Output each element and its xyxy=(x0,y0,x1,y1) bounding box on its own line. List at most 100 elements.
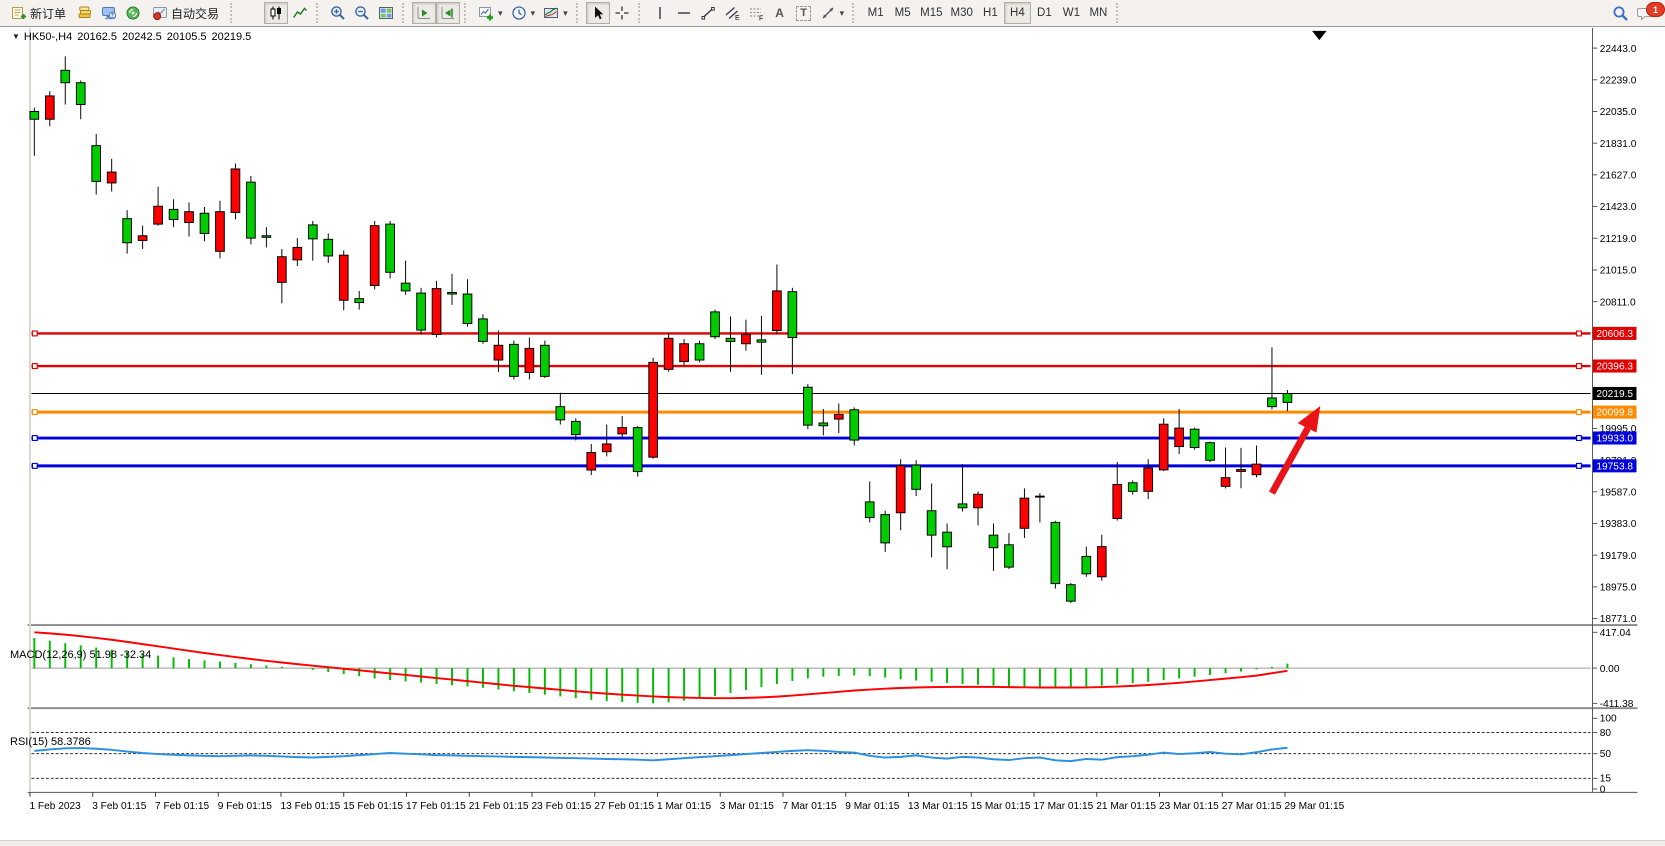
line-chart-button[interactable] xyxy=(288,2,312,24)
crosshair-button[interactable] xyxy=(610,2,634,24)
arrows-button[interactable]: ▾ xyxy=(816,2,849,24)
chart-shift-marker-icon xyxy=(1312,30,1327,41)
toolbar-grip xyxy=(402,3,408,23)
community-icon xyxy=(101,5,117,21)
zoom-in-button[interactable] xyxy=(326,2,350,24)
chart-shift-button[interactable] xyxy=(436,2,461,24)
cursor-icon xyxy=(590,5,606,21)
signals-button[interactable] xyxy=(121,2,145,24)
svg-text:21423.0: 21423.0 xyxy=(1600,202,1637,213)
svg-text:20606.3: 20606.3 xyxy=(1596,329,1633,340)
timeframe-m5-button[interactable]: M5 xyxy=(894,7,911,19)
timeframe-m1-button[interactable]: M1 xyxy=(867,7,884,19)
community-button[interactable] xyxy=(97,2,121,24)
chart-collapse-icon: ▼ xyxy=(12,32,20,41)
autotrading-icon xyxy=(152,5,168,21)
trendline-icon xyxy=(700,5,716,21)
timeframe-m15-button[interactable]: M15 xyxy=(920,7,943,19)
autoscroll-icon xyxy=(416,5,432,21)
fibonacci-button[interactable]: F xyxy=(744,2,768,24)
templates-caret-icon: ▾ xyxy=(563,7,568,18)
autoscroll-button[interactable] xyxy=(412,2,437,24)
toolbar-grip xyxy=(575,3,582,23)
candles-chart-button[interactable] xyxy=(264,2,289,24)
bars-chart-button[interactable] xyxy=(240,2,264,24)
price-badges: 20606.3 20396.3 20219.5 20099.8 19933.0 19753… xyxy=(1592,326,1637,472)
vertical-line-icon xyxy=(653,5,667,21)
svg-text:21015.0: 21015.0 xyxy=(1600,266,1637,277)
svg-text:9 Feb 01:15: 9 Feb 01:15 xyxy=(218,801,272,812)
toolbar-grip xyxy=(852,3,858,23)
arrows-icon xyxy=(820,5,836,21)
svg-text:22035.0: 22035.0 xyxy=(1600,107,1637,118)
templates-button[interactable]: ▾ xyxy=(539,2,572,24)
timeframe-m30-button[interactable]: M30 xyxy=(950,7,973,19)
svg-text:100: 100 xyxy=(1600,714,1617,725)
timeframe-d1-button[interactable]: D1 xyxy=(1037,7,1052,19)
horizontal-level-lines[interactable] xyxy=(31,330,1591,469)
svg-text:15 Mar 01:15: 15 Mar 01:15 xyxy=(971,801,1031,812)
equidistant-channel-button[interactable]: E xyxy=(720,2,744,24)
toolbar-grip xyxy=(230,3,236,23)
macd-indicator-label: MACD(12,26,9) 51.98 -32.34 xyxy=(10,649,152,661)
macd-panel: 417.04 0.00 -411.38 xyxy=(31,628,1634,710)
search-icon xyxy=(1612,5,1629,22)
svg-text:13 Mar 01:15: 13 Mar 01:15 xyxy=(908,801,968,812)
svg-text:7 Mar 01:15: 7 Mar 01:15 xyxy=(783,801,837,812)
svg-text:18975.0: 18975.0 xyxy=(1600,583,1637,594)
svg-text:21 Feb 01:15: 21 Feb 01:15 xyxy=(469,801,529,812)
svg-text:18771.0: 18771.0 xyxy=(1600,614,1637,625)
new-order-button[interactable]: 新订单 xyxy=(4,2,73,24)
svg-text:23 Feb 01:15: 23 Feb 01:15 xyxy=(532,801,592,812)
svg-text:17 Feb 01:15: 17 Feb 01:15 xyxy=(406,801,466,812)
zoom-out-button[interactable] xyxy=(350,2,374,24)
svg-text:22443.0: 22443.0 xyxy=(1600,44,1637,55)
svg-text:20396.3: 20396.3 xyxy=(1596,362,1633,373)
toolbar-grip xyxy=(1115,3,1122,23)
text-label-button[interactable]: T xyxy=(792,2,816,24)
indicators-icon xyxy=(478,5,494,21)
bars-chart-icon xyxy=(244,5,260,21)
ohlc-close: 20219.5 xyxy=(211,31,252,43)
svg-text:19179.0: 19179.0 xyxy=(1600,551,1637,562)
text-button[interactable]: A xyxy=(768,2,792,24)
autotrading-button[interactable]: 自动交易 xyxy=(145,2,226,24)
horizontal-line-icon xyxy=(676,5,692,21)
indicators-button[interactable]: ▾ xyxy=(474,2,507,24)
profiles-button[interactable] xyxy=(73,2,97,24)
timeframe-w1-button[interactable]: W1 xyxy=(1062,7,1081,19)
chart-header: ▼ HK50-,H4 20162.5 20242.5 20105.5 20219.5 xyxy=(12,31,256,43)
chart-canvas[interactable]: 22443.0 22239.0 22035.0 21831.0 21627.0 21423… xyxy=(0,28,1665,846)
svg-text:27 Mar 01:15: 27 Mar 01:15 xyxy=(1222,801,1282,812)
vertical-line-button[interactable] xyxy=(648,2,672,24)
horizontal-line-button[interactable] xyxy=(672,2,696,24)
svg-text:19995.0: 19995.0 xyxy=(1600,424,1637,435)
toolbar-grip xyxy=(316,3,322,23)
new-order-icon xyxy=(11,5,27,21)
svg-text:21831.0: 21831.0 xyxy=(1600,139,1637,150)
timeframe-h4-button[interactable]: H4 xyxy=(1003,2,1031,24)
time-axis: 1 Feb 2023 3 Feb 01:15 7 Feb 01:15 9 Feb 01… xyxy=(29,792,1345,812)
notifications-button[interactable]: 1 xyxy=(1633,2,1665,24)
svg-text:-411.38: -411.38 xyxy=(1600,699,1634,710)
tile-windows-button[interactable] xyxy=(374,2,398,24)
toolbar: 新订单 自动交易 xyxy=(0,0,1665,27)
svg-text:1 Feb 2023: 1 Feb 2023 xyxy=(29,801,81,812)
text-label-icon: T xyxy=(796,5,811,21)
red-arrow-annotation[interactable] xyxy=(1268,406,1321,495)
svg-text:0.00: 0.00 xyxy=(1600,664,1620,675)
cursor-button[interactable] xyxy=(585,2,610,24)
rsi-indicator-label: RSI(15) 58.3786 xyxy=(10,736,91,748)
svg-text:19383.0: 19383.0 xyxy=(1600,519,1637,530)
zoom-out-icon xyxy=(354,5,370,21)
trendline-button[interactable] xyxy=(696,2,720,24)
timeframe-h1-button[interactable]: H1 xyxy=(983,7,998,19)
search-button[interactable] xyxy=(1608,2,1633,24)
svg-text:80: 80 xyxy=(1600,728,1612,739)
timeframe-mn-button[interactable]: MN xyxy=(1089,7,1108,19)
toolbar-grip xyxy=(464,3,470,23)
svg-text:19587.0: 19587.0 xyxy=(1600,487,1637,498)
svg-text:417.04: 417.04 xyxy=(1600,628,1631,639)
periods-button[interactable]: ▾ xyxy=(507,2,540,24)
